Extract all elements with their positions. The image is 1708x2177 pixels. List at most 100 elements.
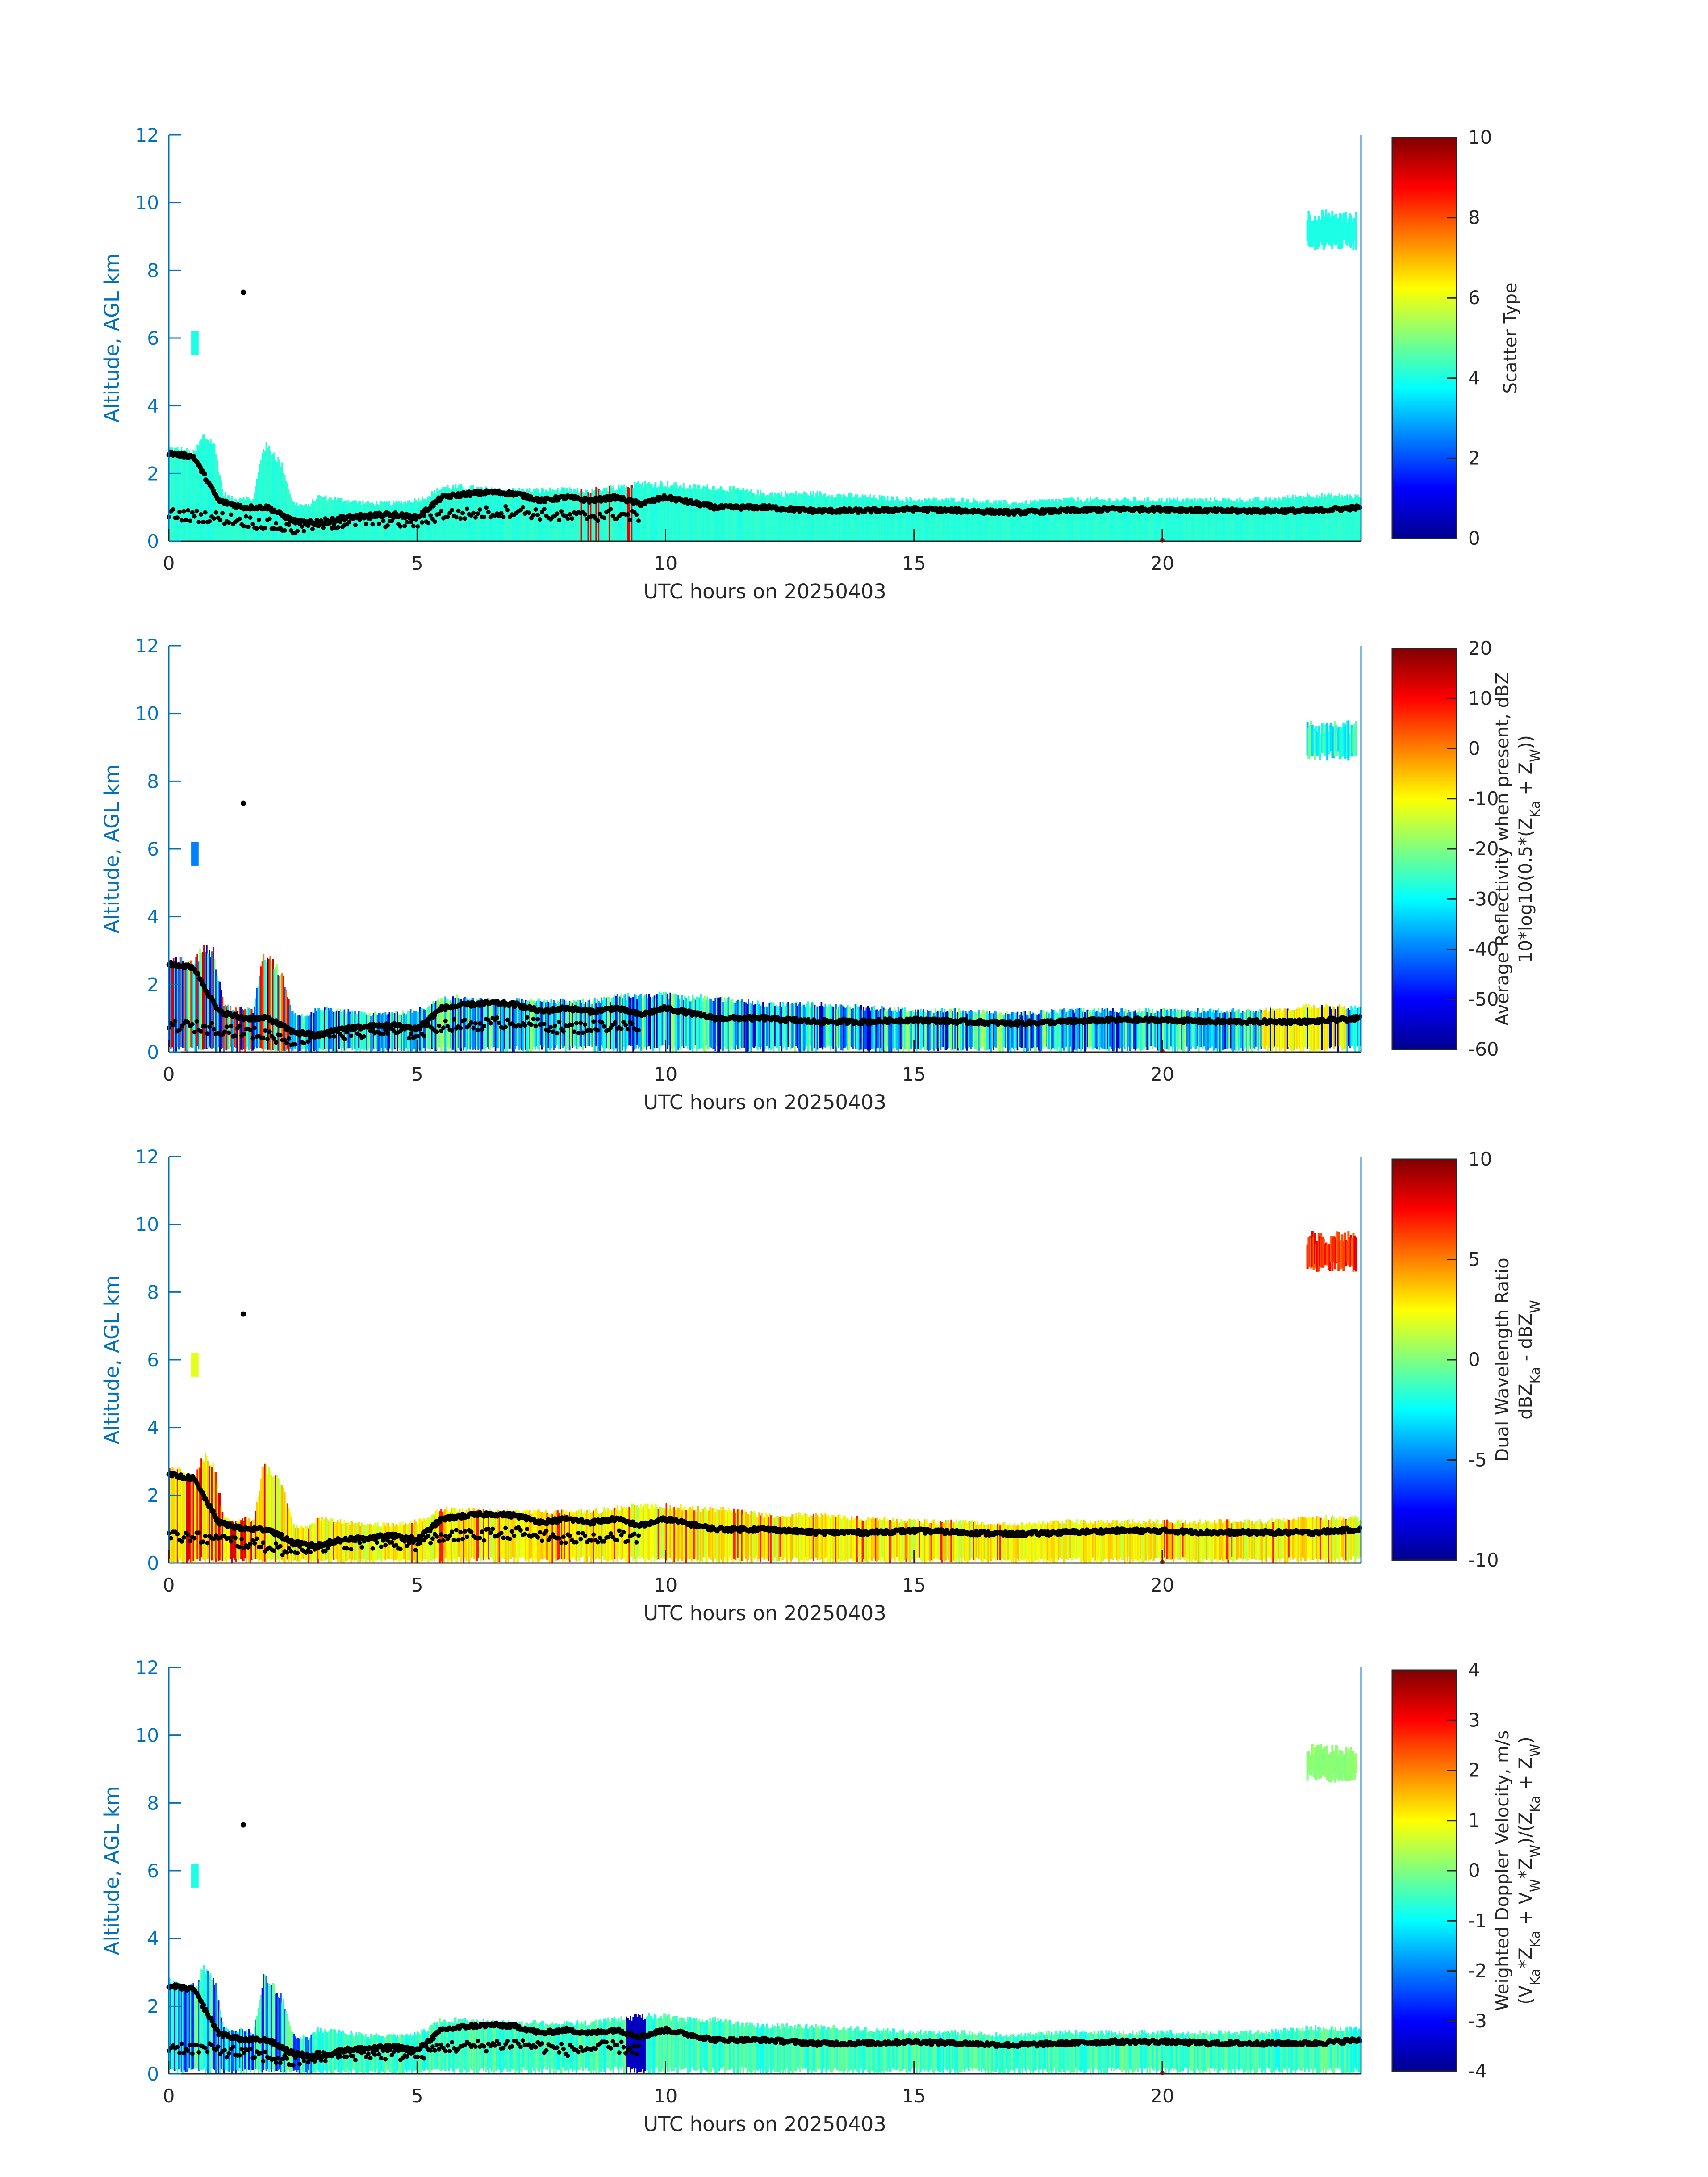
cloud-column <box>1249 499 1252 541</box>
cloud-column <box>1148 497 1149 541</box>
cloud-column <box>731 486 734 541</box>
upper-cloud-column <box>1312 220 1315 241</box>
cloud-column <box>783 496 785 541</box>
cloud-column <box>1337 495 1339 541</box>
cloud-column <box>1193 501 1194 541</box>
upper-cloud-column <box>1347 218 1350 241</box>
cloud-column <box>661 482 664 541</box>
cloud-column <box>399 502 401 541</box>
cloud-column <box>583 493 585 541</box>
upper-cloud-column <box>1330 216 1332 247</box>
cloud-column <box>267 448 269 541</box>
lidar-low-dot <box>222 1029 227 1034</box>
cloud-column <box>1034 500 1036 541</box>
cloud-column <box>656 487 658 541</box>
cloud-column <box>1268 498 1270 541</box>
lidar-low-dot <box>196 520 201 525</box>
cloud-column <box>944 500 946 541</box>
cloud-column <box>828 495 830 541</box>
cloud-column <box>795 491 797 541</box>
cloud-column <box>791 493 793 541</box>
cloud-column <box>1061 501 1064 541</box>
y-axis-label: Altitude, AGL km <box>100 254 124 423</box>
upper-cloud-column <box>1355 721 1357 756</box>
lidar-low-dot <box>555 511 560 516</box>
cloud-column <box>1270 497 1271 541</box>
cloud-column <box>505 489 507 541</box>
cloud-column <box>1330 493 1332 541</box>
cloud-column <box>1190 498 1192 541</box>
lidar-low-dot <box>418 514 422 519</box>
lidar-low-dot <box>192 1030 197 1035</box>
cloud-column <box>252 499 254 541</box>
lidar-low-dot <box>613 1020 618 1025</box>
cloud-column <box>855 494 857 541</box>
cloud-column <box>1079 501 1081 541</box>
lidar-low-dot <box>304 1031 309 1036</box>
lidar-low-dot <box>450 1028 455 1033</box>
cloud-column <box>1199 498 1201 541</box>
lidar-low-dot <box>636 1028 641 1032</box>
lidar-low-dot <box>190 510 195 515</box>
lidar-low-dot <box>194 1019 199 1024</box>
cloud-column <box>819 491 821 541</box>
x-tick-label: 5 <box>411 552 423 574</box>
cloud-column <box>1015 502 1017 541</box>
cloud-column <box>1104 499 1106 541</box>
lidar-low-dot <box>177 510 182 514</box>
cloud-column <box>263 449 265 541</box>
lidar-low-dot <box>248 1028 253 1032</box>
cloud-column <box>603 487 605 541</box>
cloud-column <box>1117 500 1119 541</box>
cloud-column <box>869 494 871 541</box>
upper-cloud-column <box>1352 218 1355 250</box>
cloud-column <box>1354 494 1356 541</box>
lidar-low-dot <box>220 511 225 516</box>
cloud-column <box>767 495 769 541</box>
cloud-column <box>920 501 922 541</box>
cloud-column <box>1175 500 1178 541</box>
y-tick-label: 2 <box>147 463 159 485</box>
lidar-low-dot <box>205 1031 210 1036</box>
cloud-column <box>799 494 801 541</box>
cloud-column <box>618 484 620 541</box>
cloud-column <box>856 494 858 541</box>
cloud-column <box>253 493 255 541</box>
cloud-column <box>710 489 712 541</box>
cloud-column <box>259 464 261 541</box>
cloud-column <box>1215 500 1217 541</box>
cloud-column <box>762 493 764 541</box>
cloud-column <box>230 499 232 541</box>
cloud-column <box>1290 497 1293 541</box>
cloud-column <box>1160 500 1161 541</box>
cloud-column <box>402 504 404 541</box>
cloud-column <box>831 495 833 541</box>
y-tick-label: 4 <box>147 906 159 928</box>
cloud-column <box>200 439 202 541</box>
lidar-low-dot <box>327 521 332 526</box>
cloud-column <box>220 480 222 541</box>
lidar-low-dot <box>473 515 478 520</box>
cloud-column <box>607 491 609 541</box>
cloud-column <box>444 487 446 541</box>
cloud-column <box>1338 493 1341 541</box>
cloud-column <box>422 496 424 541</box>
cloud-column <box>881 495 883 541</box>
cloud-column <box>889 500 891 541</box>
cloud-column <box>1240 500 1242 541</box>
cloud-column <box>480 487 482 541</box>
cloud-column <box>906 498 908 541</box>
lidar-low-dot <box>293 1042 298 1047</box>
lidar-low-dot <box>548 1025 553 1030</box>
cloud-column <box>1299 495 1301 541</box>
cloud-column <box>698 485 701 541</box>
cloud-column <box>987 500 989 541</box>
upper-cloud-column <box>1321 210 1324 245</box>
cloud-column <box>1201 499 1203 541</box>
lidar-low-dot <box>557 1020 562 1024</box>
cloud-column <box>1242 500 1244 541</box>
lidar-low-dot <box>405 1025 409 1030</box>
lidar-low-dot <box>351 514 356 519</box>
cloud-column <box>1295 495 1297 541</box>
